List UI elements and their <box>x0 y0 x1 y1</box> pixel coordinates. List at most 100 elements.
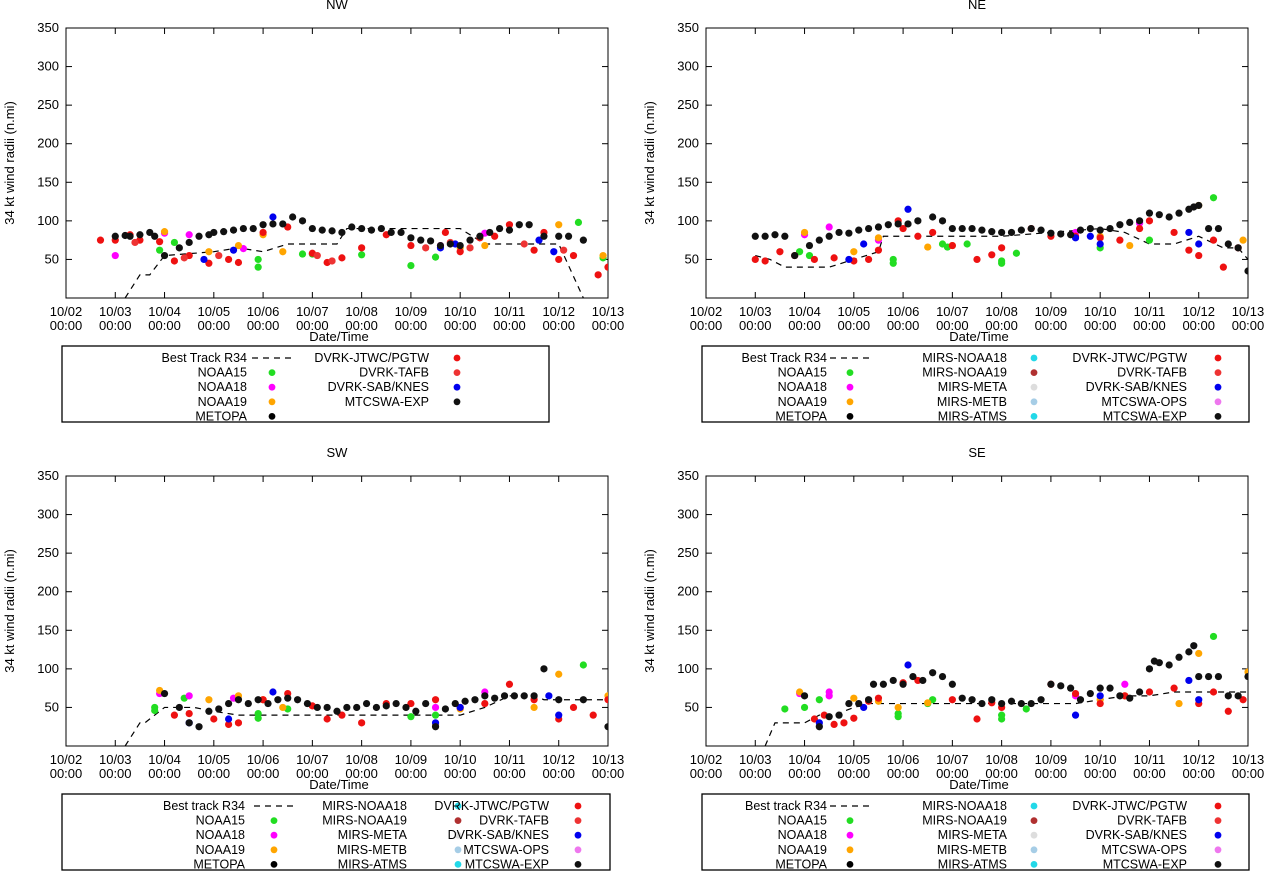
nw-point-mtcswa-exp <box>229 226 238 234</box>
ne-xtick-time: 00:00 <box>788 318 821 333</box>
sw-title: SW <box>327 445 349 460</box>
sw-xtick-date: 10/12 <box>542 752 575 767</box>
sw-point-mtcswa-exp <box>382 702 390 710</box>
se-point-noaa15 <box>894 713 902 721</box>
nw-point-mtcswa-exp <box>387 228 395 237</box>
sw-point-mtcswa-exp <box>451 699 459 708</box>
ne-legend-symbol-noaa15 <box>846 369 854 376</box>
sw-point-noaa19 <box>624 710 631 717</box>
ne-xtick-date: 10/07 <box>936 304 969 319</box>
sw-xtick-time: 00:00 <box>247 766 280 781</box>
nw-legend-label-metopa: METOPA <box>195 409 247 423</box>
nw-title: NW <box>326 0 348 12</box>
se-point-mtcswa-exp <box>938 672 947 681</box>
sw-xtick-time: 00:00 <box>592 766 625 781</box>
ne-legend-symbol-mirs-atms <box>1030 413 1038 420</box>
ne-point-mtcswa-exp <box>1027 224 1035 233</box>
sw-point-mtcswa-exp <box>491 694 499 702</box>
se-xtick-time: 00:00 <box>690 766 723 781</box>
sw-legend-label-noaa15: NOAA15 <box>196 814 245 828</box>
ne-xtick-date: 10/06 <box>887 304 920 319</box>
se-point-mtcswa-exp <box>815 723 823 731</box>
nw-point-noaa15 <box>254 263 262 271</box>
ne-point-mtcswa-exp <box>1096 226 1104 234</box>
se-xtick-time: 00:00 <box>788 766 821 781</box>
ne-legend-label-metopa: METOPA <box>775 409 827 423</box>
sw-point-mtcswa-exp <box>629 692 636 699</box>
ne-point-noaa15 <box>805 251 814 260</box>
ne-xtick-time: 00:00 <box>1084 318 1117 333</box>
ne-point-noaa19 <box>1239 236 1247 244</box>
sw-point-dvrk-jtwc-pgtw <box>170 711 178 719</box>
se-xtick-date: 10/03 <box>739 752 772 767</box>
se-point-mtcswa-exp <box>1017 699 1025 708</box>
ne-xtick-time: 00:00 <box>936 318 969 333</box>
ne-point-noaa19 <box>924 243 932 251</box>
ne-point-mtcswa-exp <box>805 241 814 250</box>
se-legend-symbol-noaa18 <box>846 831 854 839</box>
sw-legend-label-mirs-noaa18: MIRS-NOAA18 <box>322 799 407 813</box>
ne-legend-label-mirs-atms: MIRS-ATMS <box>938 409 1007 423</box>
nw-xtick-date: 10/03 <box>99 304 132 319</box>
sw-xtick-date: 10/06 <box>247 752 280 767</box>
ne-point-dvrk-jtwc-pgtw <box>998 244 1006 252</box>
se-legend-label-noaa18: NOAA18 <box>778 828 827 842</box>
ne-xtick-time: 00:00 <box>1182 318 1215 333</box>
nw-point-mtcswa-exp <box>456 241 464 250</box>
ne-point-mtcswa-exp <box>1037 226 1045 234</box>
ne-point-mtcswa-exp <box>751 232 759 240</box>
ne-xtick-time: 00:00 <box>838 318 871 333</box>
se-legend-symbol-mirs-meta <box>1030 831 1038 839</box>
sw-point-noaa15 <box>151 706 159 715</box>
nw-point-noaa19 <box>160 228 169 236</box>
nw-legend-symbol-noaa18 <box>268 383 276 391</box>
se-point-noaa18 <box>1121 680 1129 688</box>
ne-point-noaa19 <box>850 248 858 256</box>
se-legend-label-metopa: METOPA <box>775 857 827 871</box>
sw-point-mtcswa-exp <box>422 699 430 708</box>
ne-point-mtcswa-exp <box>815 236 823 244</box>
se-legend-symbol-noaa15 <box>846 817 854 824</box>
nw-point-noaa19 <box>599 251 607 260</box>
ne-legend-label-best-track-r34: Best Track R34 <box>742 351 827 365</box>
se-point-mtcswa-exp <box>1195 672 1203 681</box>
se-ytick-label: 300 <box>677 507 699 522</box>
sw-ytick-label: 350 <box>37 468 59 483</box>
ne-legend-symbol-mirs-meta <box>1030 383 1038 391</box>
sw-legend-symbol-mtcswa-exp <box>574 861 582 868</box>
ne-point-dvrk-sab-knes <box>845 255 853 264</box>
ne-point-mtcswa-exp <box>1254 244 1261 251</box>
nw-point-noaa15 <box>254 255 262 264</box>
nw-point-dvrk-tafb <box>466 244 474 252</box>
sw-point-mtcswa-exp <box>205 707 213 715</box>
ne-point-mtcswa-exp <box>884 221 892 229</box>
sw-legend-symbol-mirs-metb <box>454 846 462 854</box>
nw-point-mtcswa-exp <box>185 238 193 247</box>
ne-point-dvrk-sab-knes <box>860 240 868 248</box>
sw-legend-label-metopa: METOPA <box>193 857 245 871</box>
ne-legend-symbol-mirs-noaa19 <box>1030 369 1038 376</box>
sw-point-mtcswa-exp <box>639 692 646 699</box>
se-xtick-time: 00:00 <box>887 766 920 781</box>
sw-point-mtcswa-exp <box>284 694 292 702</box>
nw-legend-symbol-dvrk-tafb <box>453 369 461 376</box>
nw-point-dvrk-jtwc-pgtw <box>594 271 602 279</box>
nw-legend-label-mtcswa-exp: MTCSWA-EXP <box>345 395 429 409</box>
ne-point-noaa15 <box>1259 267 1266 274</box>
nw-point-dvrk-tafb <box>180 254 188 262</box>
nw-point-dvrk-jtwc-pgtw <box>456 248 464 256</box>
ne-point-dvrk-jtwc-pgtw <box>929 228 937 237</box>
se-point-mtcswa-exp <box>909 672 917 681</box>
nw-point-mtcswa-exp <box>249 224 257 233</box>
se-point-mtcswa-exp <box>825 713 833 721</box>
sw-point-mtcswa-exp <box>160 689 169 698</box>
sw-point-dvrk-jtwc-pgtw <box>234 719 243 727</box>
se-point-mtcswa-exp <box>899 680 907 688</box>
ne-legend-label-dvrk-sab-knes: DVRK-SAB/KNES <box>1086 380 1187 394</box>
se-point-mtcswa-exp <box>800 692 809 700</box>
sw-point-mtcswa-exp <box>461 697 469 705</box>
se-legend-label-best-track-r34: Best track R34 <box>745 799 827 813</box>
nw-point-noaa19 <box>234 241 243 250</box>
nw-xtick-date: 10/12 <box>542 304 575 319</box>
ne-point-mtcswa-exp <box>1155 211 1163 219</box>
